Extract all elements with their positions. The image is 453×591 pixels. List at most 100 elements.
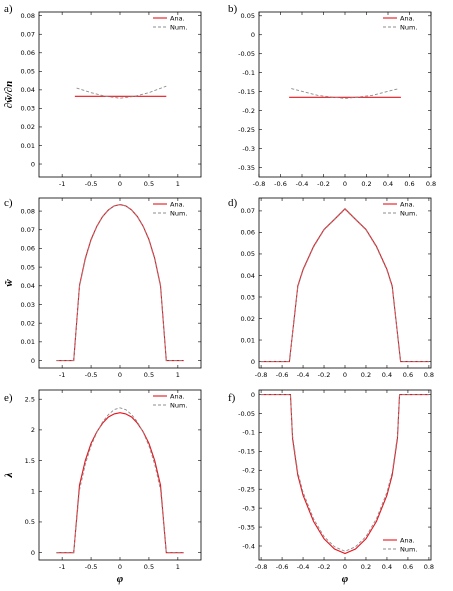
y-tick-label: -0.35 (238, 164, 255, 172)
y-tick-label: 0 (251, 31, 255, 39)
y-tick-label: 0.04 (241, 272, 255, 280)
plot-frame (38, 197, 202, 369)
x-tick-label: -0.2 (318, 371, 331, 379)
legend-entry: Ana. (170, 200, 185, 208)
x-tick-label: 0 (118, 371, 122, 379)
y-tick-label: -0.1 (242, 429, 255, 437)
y-tick-label: 0.06 (21, 49, 35, 57)
panel-a: a) -1 -0.5 0 0.5 1 0 0.01 0.02 0.03 0.04 0.05 0.06 0.… (3, 3, 202, 188)
x-tick-label: 0.4 (382, 371, 392, 379)
y-tick-label: -0.35 (238, 523, 255, 531)
series-line-numerical (291, 88, 399, 99)
x-tick-label: -0.4 (297, 563, 310, 571)
y-tick-label: 0.02 (21, 319, 35, 327)
y-tick-label: -0.2 (242, 467, 255, 475)
series-line-numerical (261, 208, 429, 362)
plot-frame (38, 11, 202, 178)
x-tick-label: 1 (176, 563, 180, 571)
legend-entry: Ana. (170, 392, 185, 400)
x-tick-label: -0.4 (297, 371, 310, 379)
y-tick-label: -0.05 (238, 410, 255, 418)
y-tick-label: 0.03 (241, 293, 255, 301)
y-tick-label: 0.01 (241, 336, 255, 344)
panel-e: e) -1 -0.5 0 0.5 1 0 0.5 1 1.5 2 2.5 Ana.Num. λ φ (3, 389, 202, 585)
panel-label: d) (228, 197, 238, 209)
series-line-numerical (56, 204, 184, 361)
y-tick-label: -0.15 (238, 448, 255, 456)
panel-label: a) (4, 3, 13, 15)
y-tick-label: -0.3 (242, 145, 255, 153)
panel-d: d) -0.8 -0.6 -0.4 -0.2 0 0.2 0.4 0.6 0.8 0 0.01 0.02… (228, 197, 434, 379)
legend: Ana.Num. (153, 392, 187, 409)
x-tick-label: -0.6 (276, 371, 289, 379)
panel-label: f) (228, 392, 236, 404)
legend: Ana.Num. (383, 536, 417, 553)
x-tick-label: -1 (59, 180, 65, 188)
y-tick-label: 0.04 (21, 282, 35, 290)
x-tick-label: 0.5 (144, 371, 154, 379)
y-tick-label: 0.07 (21, 31, 35, 39)
x-tick-label: 0.8 (426, 180, 436, 188)
x-tick-label: 0.5 (144, 563, 154, 571)
x-tick-label: 0 (343, 563, 347, 571)
y-tick-label: 0 (31, 160, 35, 168)
x-tick-label: 0.4 (382, 563, 392, 571)
plot-frame (258, 197, 432, 369)
x-tick-label: -0.6 (274, 180, 287, 188)
y-tick-label: 0.05 (21, 263, 35, 271)
panel-f: f) -0.8 -0.6 -0.4 -0.2 0 0.2 0.4 0.6 0.8 0 -0.05 -0.… (228, 389, 434, 585)
x-tick-label: 0.6 (403, 563, 413, 571)
y-tick-label: -0.4 (242, 542, 255, 550)
legend-entry: Ana. (400, 536, 415, 544)
x-tick-label: -0.5 (85, 180, 98, 188)
y-axis-label: ∂w̃/∂n (3, 81, 15, 108)
legend: Ana.Num. (383, 14, 417, 31)
y-tick-label: 0.08 (21, 207, 35, 215)
series-line-numerical (56, 407, 184, 554)
y-tick-label: 0 (251, 391, 255, 399)
y-axis-label: w̃ (3, 279, 15, 287)
y-tick-label: -0.05 (238, 50, 255, 58)
y-tick-label: -0.3 (242, 504, 255, 512)
x-tick-label: 0.6 (404, 180, 414, 188)
plot-frame (38, 389, 202, 561)
x-tick-label: -0.2 (317, 180, 330, 188)
y-tick-label: 0.07 (21, 226, 35, 234)
y-tick-label: 0.04 (21, 86, 35, 94)
x-tick-label: -0.6 (276, 563, 289, 571)
x-tick-label: 0.4 (383, 180, 393, 188)
y-tick-label: 0.02 (241, 315, 255, 323)
y-tick-label: 1 (31, 488, 35, 496)
legend-entry: Num. (170, 23, 187, 31)
x-tick-label: -0.5 (85, 371, 98, 379)
y-tick-label: 0.05 (241, 250, 255, 258)
legend-entry: Num. (170, 401, 187, 409)
x-tick-label: 0 (343, 371, 347, 379)
legend-entry: Num. (170, 209, 187, 217)
x-tick-label: 1 (176, 180, 180, 188)
y-tick-label: 2.5 (25, 396, 35, 404)
legend-entry: Num. (400, 545, 417, 553)
y-tick-label: 2 (31, 426, 35, 434)
x-tick-label: 0.5 (144, 180, 154, 188)
y-tick-label: 0.03 (21, 301, 35, 309)
x-tick-label: 0.8 (424, 371, 434, 379)
panel-label: c) (4, 197, 13, 209)
series-line-numerical (261, 394, 429, 552)
x-tick-label: 0.2 (361, 371, 371, 379)
x-tick-label: -1 (59, 371, 65, 379)
y-tick-label: 0.03 (21, 105, 35, 113)
x-tick-label: 0.2 (361, 180, 371, 188)
panel-label: e) (4, 392, 13, 404)
x-axis-label: φ (342, 573, 349, 585)
legend: Ana.Num. (383, 200, 417, 217)
series-line-analytical (261, 207, 429, 363)
legend: Ana.Num. (153, 14, 187, 31)
plot-frame (258, 389, 432, 561)
legend-entry: Ana. (400, 200, 415, 208)
panel-b: b) -0.8 -0.6 -0.4 -0.2 0 0.2 0.4 0.6 0.8 0.05 0 -0.0… (228, 3, 436, 188)
panel-c: c) -1 -0.5 0 0.5 1 0 0.01 0.02 0.03 0.04 0.05 0.06 0.… (3, 197, 202, 379)
y-tick-label: -0.25 (238, 485, 255, 493)
y-tick-label: 0.01 (21, 142, 35, 150)
